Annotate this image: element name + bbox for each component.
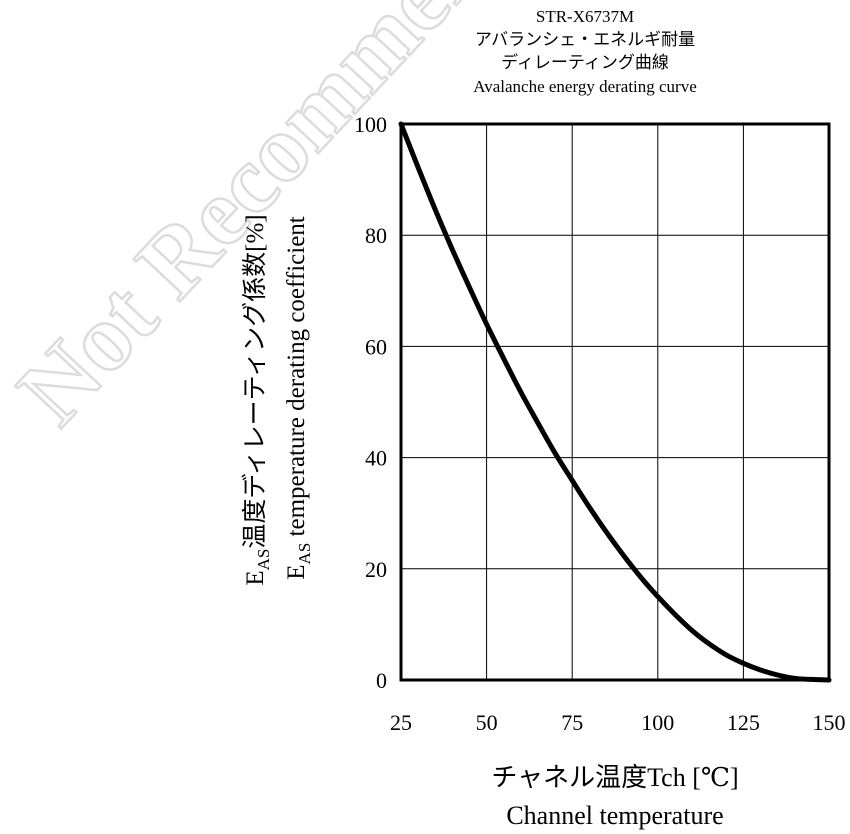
- x-tick-label: 25: [390, 710, 412, 735]
- chart-title-line-1: STR-X6737M: [536, 7, 634, 26]
- x-tick-label: 100: [641, 710, 674, 735]
- y-axis-title-en-rest: temperature derating coefficient: [283, 216, 310, 543]
- y-tick-label: 20: [365, 557, 387, 582]
- chart-title-line-2: アバランシェ・エネルギ耐量: [475, 30, 695, 49]
- x-tick-label: 150: [813, 710, 846, 735]
- y-axis-title-jp: EAS温度ディレーティング係数[%]: [241, 214, 273, 585]
- chart-title-line-3: ディレーティング曲線: [501, 52, 669, 72]
- derating-curve: [398, 121, 832, 683]
- y-tick-label: 80: [365, 223, 387, 248]
- x-tick-label: 75: [561, 710, 583, 735]
- chart-title-line-4: Avalanche energy derating curve: [473, 77, 697, 96]
- x-tick-labels: 25 50 75 100 125 150: [390, 710, 846, 735]
- grid: [400, 123, 830, 681]
- y-tick-label: 0: [376, 668, 387, 693]
- y-axis-title-jp-sub: AS: [254, 549, 273, 571]
- y-tick-labels: 0 20 40 60 80 100: [354, 112, 387, 693]
- y-axis-title-jp-rest: 温度ディレーティング係数[%]: [241, 214, 269, 548]
- y-axis-title-en-e: E: [283, 564, 310, 579]
- y-tick-label: 60: [365, 334, 387, 359]
- chart-title: STR-X6737M アバランシェ・エネルギ耐量 ディレーティング曲線 Aval…: [473, 7, 697, 96]
- x-tick-label: 125: [727, 710, 760, 735]
- x-axis-title-jp: チャネル温度Tch [℃]: [491, 763, 738, 792]
- series-layer: [398, 121, 832, 683]
- plot-frame: [399, 122, 831, 682]
- x-tick-label: 50: [476, 710, 498, 735]
- y-axis-title-en-sub: AS: [295, 543, 314, 565]
- y-axis-title-en: EAS temperature derating coefficient: [283, 216, 314, 580]
- y-tick-label: 40: [365, 446, 387, 471]
- y-tick-label: 100: [354, 112, 387, 137]
- y-axis-title-jp-e: E: [242, 570, 269, 585]
- x-axis-title-en: Channel temperature: [506, 801, 723, 830]
